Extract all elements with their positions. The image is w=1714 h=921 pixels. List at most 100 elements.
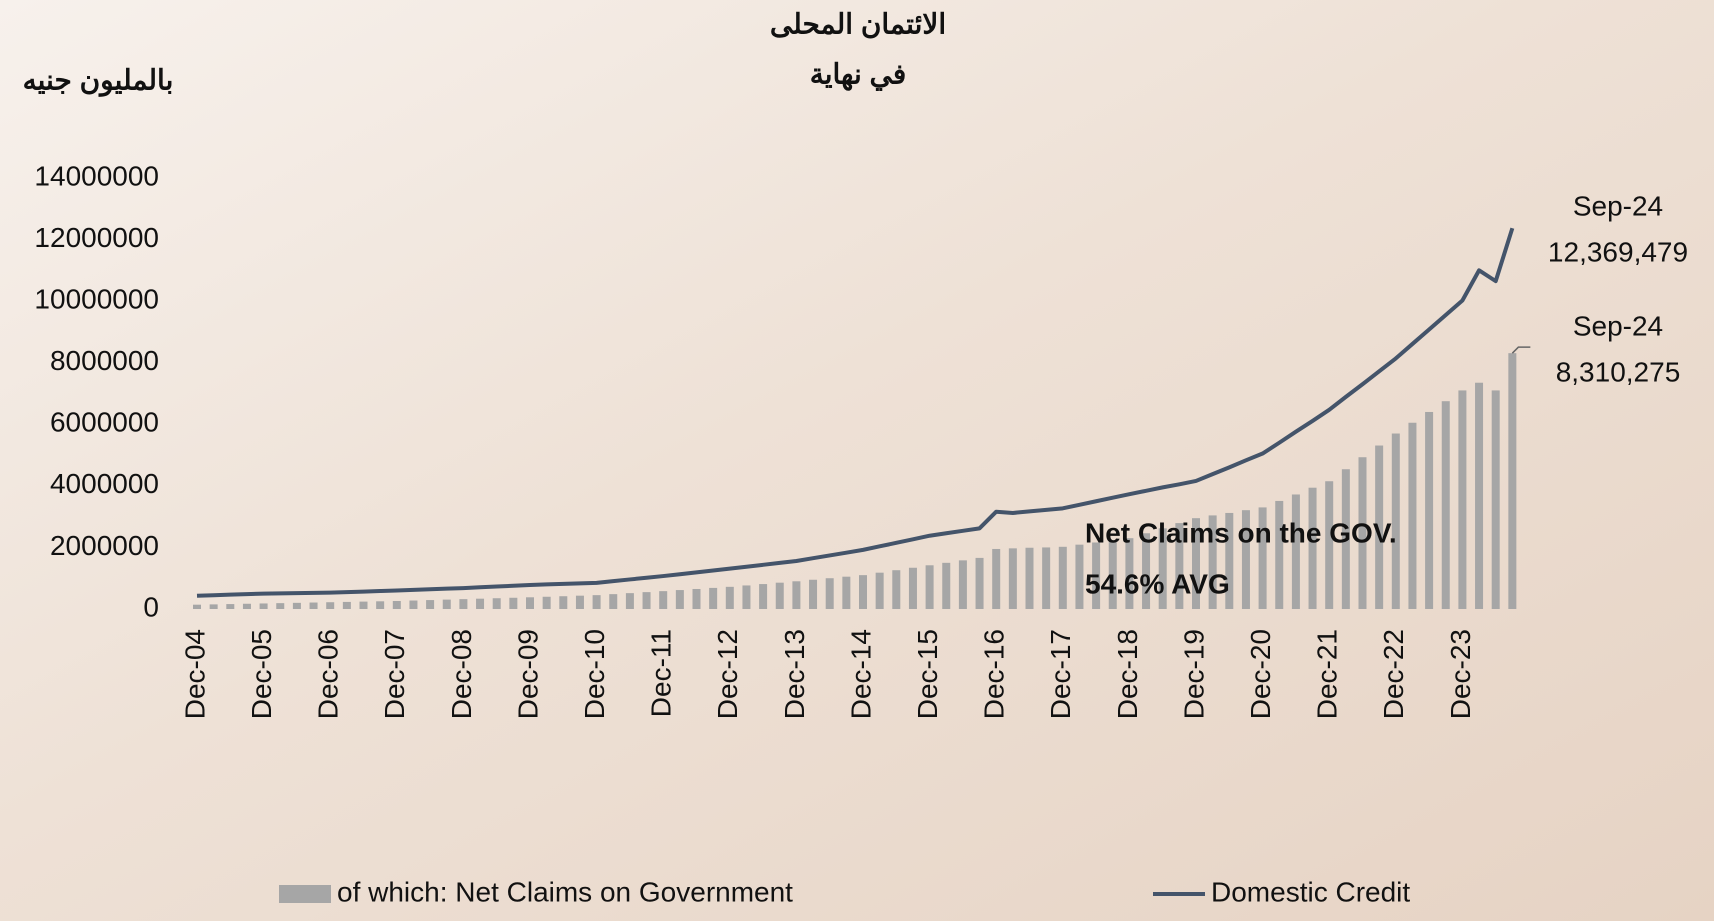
bar <box>575 595 584 609</box>
bar <box>592 595 601 609</box>
bar <box>442 599 451 609</box>
legend-label: Domestic Credit <box>1211 876 1410 907</box>
bar <box>1458 390 1467 609</box>
bar <box>958 560 967 609</box>
bar <box>642 592 651 609</box>
bar <box>1241 510 1250 609</box>
bar <box>1508 353 1517 609</box>
y-tick-label: 10000000 <box>34 284 159 315</box>
bar <box>1042 547 1051 609</box>
bar <box>1158 528 1167 609</box>
bar <box>559 596 568 609</box>
bar <box>1092 542 1101 609</box>
x-tick-label: Dec-04 <box>179 629 210 719</box>
x-tick-label: Dec-11 <box>646 629 677 717</box>
bar <box>376 601 385 609</box>
x-tick-label: Dec-15 <box>912 629 943 719</box>
bar <box>942 562 951 609</box>
x-tick-label: Dec-05 <box>246 629 277 719</box>
bar <box>342 601 351 609</box>
bar <box>259 603 268 609</box>
bar <box>825 578 834 609</box>
bar <box>309 602 318 609</box>
bar <box>975 557 984 609</box>
bar <box>476 598 485 609</box>
y-tick-label: 8000000 <box>50 345 159 376</box>
bar <box>1142 533 1151 609</box>
bar <box>1175 523 1184 609</box>
bar <box>1075 544 1084 609</box>
x-tick-label: Dec-06 <box>313 629 344 719</box>
annotation: Net Claims on the GOV. <box>1085 517 1397 548</box>
bar <box>659 591 668 609</box>
x-tick-label: Dec-23 <box>1445 629 1476 719</box>
end-category-label: Sep-24 <box>1573 190 1663 221</box>
bar <box>1308 487 1317 609</box>
leader-line <box>1511 346 1531 354</box>
bar <box>675 590 684 609</box>
bar <box>925 565 934 609</box>
bar <box>775 582 784 609</box>
bar <box>742 585 751 609</box>
x-tick-label: Dec-18 <box>1112 629 1143 719</box>
bar <box>1258 507 1267 609</box>
bar <box>209 604 218 609</box>
bar <box>1425 411 1434 609</box>
bar <box>292 602 301 609</box>
bar <box>1391 433 1400 609</box>
bar <box>1225 512 1234 609</box>
y-tick-label: 2000000 <box>50 530 159 561</box>
bar <box>609 594 618 609</box>
bar <box>193 604 201 609</box>
y-tick-label: 4000000 <box>50 468 159 499</box>
bar <box>1408 422 1417 609</box>
bar <box>842 576 851 609</box>
x-tick-label: Dec-19 <box>1178 629 1209 719</box>
line <box>196 227 1515 598</box>
data-label: 12,369,479 <box>1548 236 1688 267</box>
bar <box>509 597 518 609</box>
legend-swatch <box>279 885 331 903</box>
bar <box>725 586 734 609</box>
bar <box>459 599 468 609</box>
x-tick-label: Dec-12 <box>712 629 743 719</box>
chart-title: في نهاية <box>810 58 907 91</box>
bar <box>1341 469 1350 609</box>
bar <box>326 602 335 609</box>
bar <box>1325 481 1334 609</box>
chart-title: الائتمان المحلى <box>770 8 946 39</box>
bar <box>1475 382 1484 609</box>
x-tick-label: Dec-16 <box>979 629 1010 719</box>
data-label: 8,310,275 <box>1556 356 1681 387</box>
bar <box>759 584 768 609</box>
bar <box>1058 546 1067 609</box>
bar <box>1358 457 1367 609</box>
bar <box>242 603 251 609</box>
y-axis-label: بالمليون جنيه <box>23 64 174 97</box>
x-tick-label: Dec-13 <box>779 629 810 719</box>
x-tick-label: Dec-14 <box>845 629 876 719</box>
bar <box>1192 518 1200 609</box>
bar <box>1291 494 1300 609</box>
bar <box>709 587 718 609</box>
bar <box>426 600 435 609</box>
x-tick-label: Dec-20 <box>1245 629 1276 719</box>
bar <box>392 600 401 609</box>
x-tick-label: Dec-09 <box>512 629 543 719</box>
bar <box>542 596 551 609</box>
bar <box>1275 500 1284 609</box>
x-tick-label: Dec-07 <box>379 629 410 719</box>
x-tick-label: Dec-21 <box>1312 629 1343 719</box>
bar <box>908 567 917 609</box>
bar <box>792 581 801 609</box>
bar <box>992 548 1001 609</box>
bar <box>492 598 501 609</box>
bar <box>892 570 901 609</box>
bar <box>692 588 701 609</box>
bar <box>1491 390 1500 609</box>
bar <box>409 600 418 609</box>
bar <box>859 575 867 609</box>
bar <box>875 572 884 609</box>
bar <box>625 593 634 609</box>
